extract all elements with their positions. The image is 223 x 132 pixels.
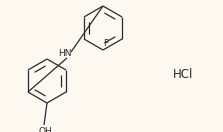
Text: HN: HN [58,50,72,58]
Text: HCl: HCl [173,69,193,81]
Text: F: F [103,39,108,48]
Text: OH: OH [38,127,52,132]
